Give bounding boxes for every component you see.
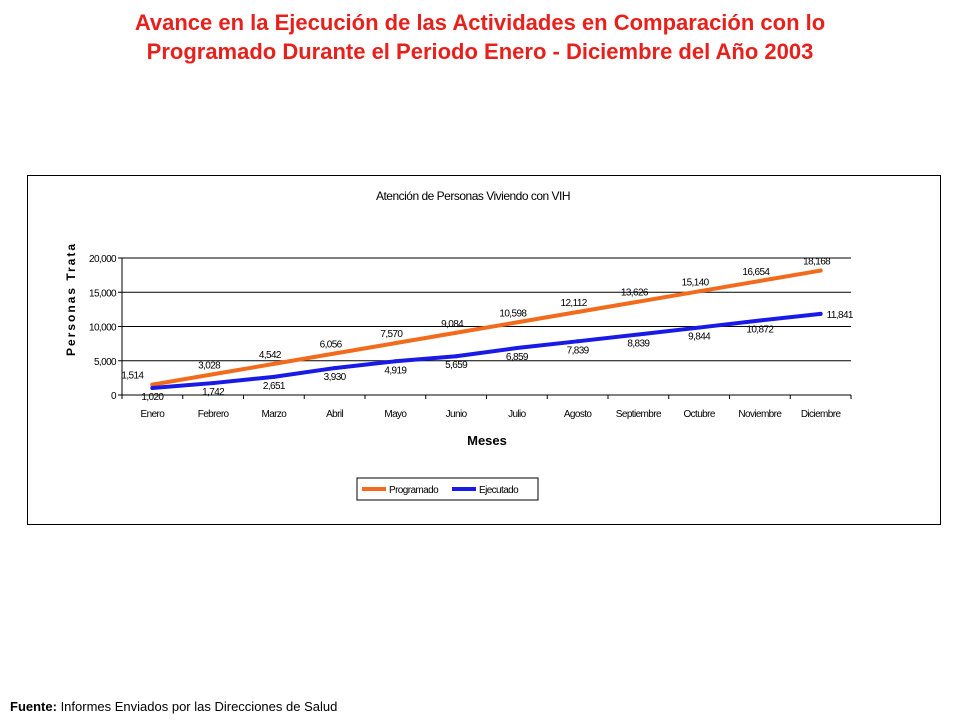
data-label-ejecutado: 11,841: [827, 310, 854, 321]
data-point-ejecutado: [150, 386, 155, 391]
data-point-programado: [818, 268, 823, 273]
data-point-programado: [514, 320, 519, 325]
y-tick-label: 0: [111, 391, 117, 402]
data-label-programado: 18,168: [803, 257, 831, 268]
data-label-programado: 6,056: [320, 340, 343, 351]
data-point-programado: [332, 351, 337, 356]
data-point-ejecutado: [697, 325, 702, 330]
data-point-programado: [150, 382, 155, 387]
x-tick-label: Abril: [326, 409, 343, 420]
data-point-ejecutado: [332, 366, 337, 371]
data-point-programado: [211, 372, 216, 377]
series-line-programado: [150, 268, 823, 387]
data-label-ejecutado: 6,859: [506, 352, 529, 363]
x-tick-label: Enero: [141, 409, 166, 420]
data-label-ejecutado: 10,872: [746, 325, 774, 336]
source-text: Informes Enviados por las Direcciones de…: [56, 699, 338, 714]
data-point-ejecutado: [211, 381, 216, 386]
x-tick-label: Agosto: [564, 409, 593, 420]
data-label-programado: 7,570: [380, 329, 403, 340]
data-point-programado: [757, 278, 762, 283]
x-tick-label: Febrero: [198, 409, 230, 420]
x-tick-label: Septiembre: [616, 409, 662, 420]
source-label: Fuente:: [10, 699, 57, 714]
data-point-ejecutado: [818, 311, 823, 316]
data-label-programado: 1,514: [121, 371, 144, 382]
data-label-ejecutado: 1,020: [141, 392, 164, 403]
data-point-ejecutado: [454, 354, 459, 359]
data-label-ejecutado: 7,839: [567, 345, 590, 356]
slide-title-line-1: Avance en la Ejecución de las Actividade…: [134, 10, 826, 35]
x-tick-label: Julio: [508, 409, 527, 420]
slide-title: Avance en la Ejecución de las Actividade…: [20, 8, 940, 66]
y-axis-title: Personas Trata: [64, 242, 78, 356]
data-label-programado: 13,626: [621, 288, 649, 299]
data-label-ejecutado: 3,930: [324, 372, 347, 383]
y-tick-label: 5,000: [94, 357, 117, 368]
data-point-programado: [575, 310, 580, 315]
data-label-ejecutado: 5,659: [445, 360, 468, 371]
line-chart: Atención de Personas Viviendo con VIH Me…: [64, 189, 855, 501]
source-note: Fuente: Informes Enviados por las Direcc…: [10, 699, 337, 714]
data-point-programado: [697, 289, 702, 294]
series-line-ejecutado: [150, 311, 823, 391]
y-tick-label: 10,000: [89, 323, 117, 334]
x-tick-label: Marzo: [261, 409, 287, 420]
data-label-programado: 16,654: [742, 267, 770, 278]
data-label-ejecutado: 4,919: [384, 365, 407, 376]
legend-label-ejecutado: Ejecutado: [479, 485, 519, 496]
x-tick-label: Noviembre: [738, 409, 782, 420]
x-axis-title: Meses: [467, 433, 507, 448]
data-point-ejecutado: [514, 346, 519, 351]
data-label-ejecutado: 9,844: [688, 332, 711, 343]
data-point-programado: [271, 361, 276, 366]
y-tick-label: 20,000: [89, 254, 117, 265]
data-point-programado: [393, 341, 398, 346]
data-label-programado: 9,084: [441, 319, 464, 330]
legend-box: [356, 477, 539, 501]
data-label-ejecutado: 8,839: [627, 338, 650, 349]
data-point-ejecutado: [757, 318, 762, 323]
x-tick-label: Octubre: [683, 409, 715, 420]
data-point-programado: [454, 330, 459, 335]
x-tick-label: Diciembre: [801, 409, 842, 420]
data-label-ejecutado: 2,651: [263, 381, 286, 392]
data-label-programado: 3,028: [198, 360, 221, 371]
data-label-ejecutado: 1,742: [202, 387, 225, 398]
y-tick-label: 15,000: [89, 288, 117, 299]
data-point-ejecutado: [271, 374, 276, 379]
data-label-programado: 10,598: [499, 308, 527, 319]
data-point-ejecutado: [575, 339, 580, 344]
data-label-programado: 4,542: [259, 350, 282, 361]
legend-label-programado: Programado: [389, 485, 439, 496]
data-point-programado: [636, 299, 641, 304]
slide-title-line-2: Programado Durante el Periodo Enero - Di…: [146, 39, 814, 64]
data-label-programado: 15,140: [682, 277, 710, 288]
chart-frame: Atención de Personas Viviendo con VIH Me…: [27, 175, 941, 525]
data-label-programado: 12,112: [561, 298, 588, 309]
x-tick-label: Junio: [446, 409, 468, 420]
data-point-ejecutado: [636, 332, 641, 337]
data-point-ejecutado: [393, 359, 398, 364]
chart-title: Atención de Personas Viviendo con VIH: [376, 189, 570, 203]
x-tick-label: Mayo: [384, 409, 407, 420]
